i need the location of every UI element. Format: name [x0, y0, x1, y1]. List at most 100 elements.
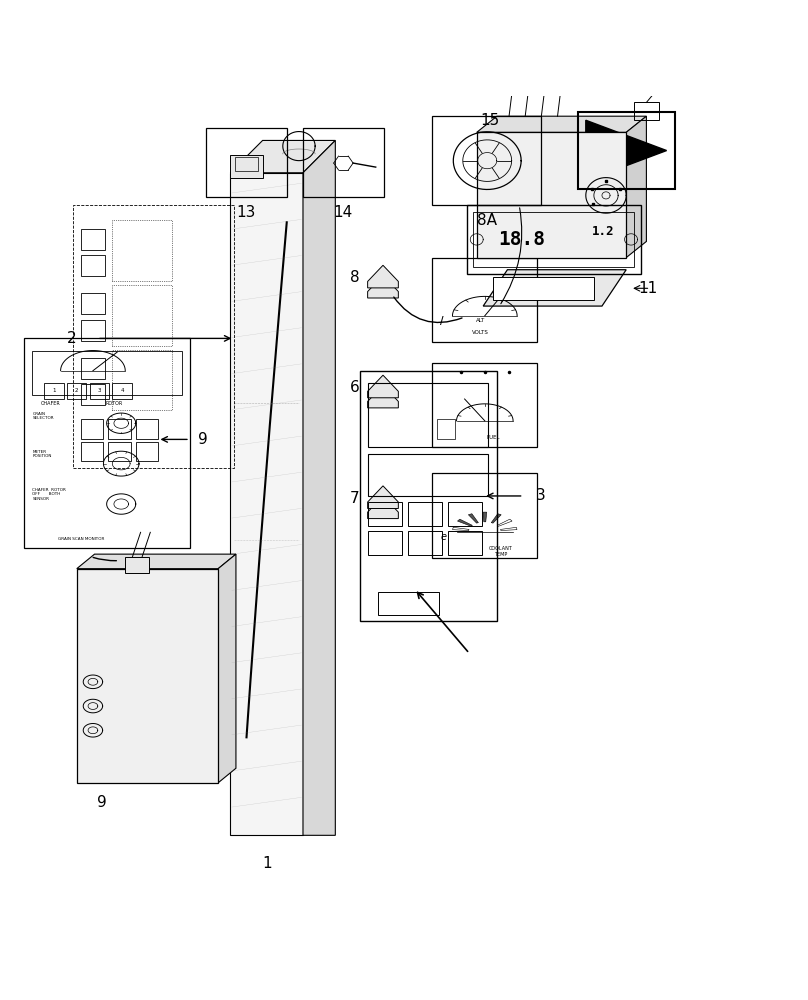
Polygon shape — [469, 514, 478, 523]
Bar — [206, 128, 287, 197]
Bar — [493, 277, 594, 300]
Bar — [24, 338, 190, 548]
Polygon shape — [303, 140, 335, 835]
Text: 8A: 8A — [478, 213, 497, 228]
Bar — [136, 419, 158, 439]
Polygon shape — [218, 554, 236, 783]
Bar — [448, 502, 482, 526]
Text: 14: 14 — [334, 205, 353, 220]
Bar — [32, 351, 182, 395]
Bar — [408, 531, 442, 555]
Bar — [230, 173, 303, 835]
Bar — [112, 220, 172, 281]
Polygon shape — [452, 527, 469, 531]
Bar — [112, 285, 172, 346]
Bar — [432, 258, 537, 342]
Bar — [90, 383, 109, 399]
Polygon shape — [477, 116, 646, 132]
Polygon shape — [368, 375, 398, 398]
Polygon shape — [457, 519, 473, 526]
Text: TEMP: TEMP — [494, 552, 507, 557]
Bar — [81, 255, 105, 276]
Text: METER
POSITION: METER POSITION — [32, 450, 52, 458]
Bar — [368, 454, 488, 496]
Text: 4: 4 — [120, 388, 124, 393]
Polygon shape — [501, 527, 517, 531]
Text: GRAIN
SELECTOR: GRAIN SELECTOR — [32, 412, 54, 420]
Polygon shape — [368, 275, 398, 298]
Bar — [360, 371, 497, 621]
Bar — [81, 384, 105, 405]
Text: CHAFER  ROTOR
OFF       BOTH
SENSOR: CHAFER ROTOR OFF BOTH SENSOR — [32, 488, 66, 501]
Text: 3: 3 — [98, 388, 101, 393]
Text: VOLTS: VOLTS — [473, 330, 489, 335]
Bar — [473, 212, 634, 267]
Bar — [477, 132, 626, 258]
Text: ROTOR: ROTOR — [105, 401, 122, 406]
Text: 18.8: 18.8 — [499, 230, 545, 249]
Bar — [448, 531, 482, 555]
Text: 6: 6 — [350, 380, 360, 395]
Bar — [368, 383, 488, 447]
Text: 8: 8 — [350, 270, 360, 285]
Polygon shape — [586, 120, 667, 181]
Bar — [235, 157, 258, 171]
Bar — [408, 502, 442, 526]
Text: e: e — [440, 532, 446, 542]
Polygon shape — [491, 514, 501, 523]
Bar — [108, 419, 131, 439]
Polygon shape — [368, 486, 398, 508]
Text: FUEL: FUEL — [486, 435, 499, 440]
Bar — [112, 350, 172, 410]
Text: 2: 2 — [75, 388, 78, 393]
Bar — [81, 229, 105, 250]
Bar — [432, 363, 537, 447]
Bar — [73, 205, 234, 468]
Text: /: / — [440, 316, 444, 326]
Bar — [368, 531, 402, 555]
Bar — [112, 383, 132, 399]
Polygon shape — [497, 519, 512, 526]
Bar — [81, 419, 103, 439]
Text: 13: 13 — [237, 205, 256, 220]
Bar — [437, 419, 455, 439]
Text: 9: 9 — [97, 795, 107, 810]
Bar — [77, 569, 218, 783]
Polygon shape — [483, 270, 626, 306]
Bar — [67, 383, 86, 399]
Bar — [378, 592, 439, 615]
Bar — [108, 442, 131, 461]
Text: 1.2: 1.2 — [591, 225, 614, 238]
Bar — [303, 128, 384, 197]
Polygon shape — [368, 385, 398, 408]
Bar — [44, 383, 64, 399]
Text: GRAIN SCAN MONITOR: GRAIN SCAN MONITOR — [57, 537, 104, 541]
Bar — [136, 442, 158, 461]
Polygon shape — [368, 496, 398, 519]
Bar — [467, 205, 641, 274]
Polygon shape — [77, 554, 236, 569]
Text: 11: 11 — [638, 281, 658, 296]
Text: 1: 1 — [262, 856, 271, 871]
Text: COOLANT: COOLANT — [489, 546, 513, 551]
Bar — [432, 116, 541, 205]
Bar — [578, 112, 675, 189]
Bar — [230, 155, 263, 178]
Text: 9: 9 — [198, 432, 208, 447]
Polygon shape — [368, 265, 398, 288]
Text: ALT: ALT — [476, 318, 486, 323]
Text: CHAFER: CHAFER — [40, 401, 60, 406]
Bar — [81, 358, 105, 379]
Bar — [81, 442, 103, 461]
Text: 15: 15 — [481, 113, 500, 128]
Text: 1: 1 — [53, 388, 56, 393]
Bar — [368, 502, 402, 526]
Polygon shape — [230, 140, 335, 173]
Bar — [81, 320, 105, 341]
Bar — [125, 557, 149, 573]
Polygon shape — [626, 116, 646, 258]
Bar — [81, 293, 105, 314]
Bar — [432, 473, 537, 558]
Text: 2: 2 — [67, 331, 77, 346]
Text: 3: 3 — [536, 488, 545, 503]
